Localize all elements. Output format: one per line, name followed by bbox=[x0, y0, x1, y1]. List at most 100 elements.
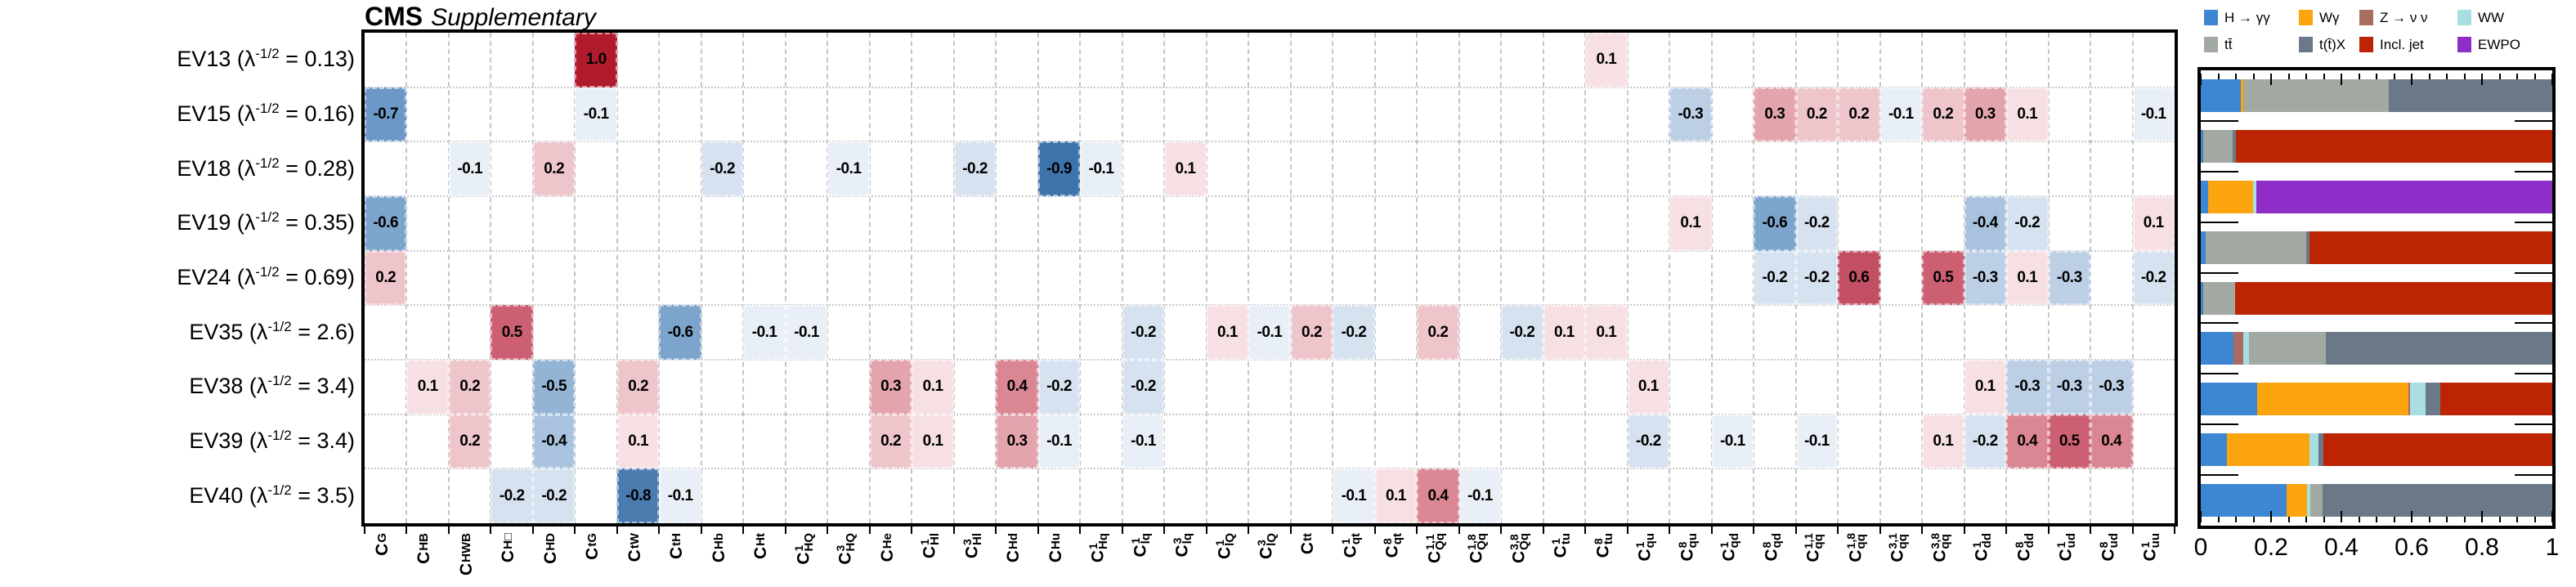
heatmap-axis-tick bbox=[447, 527, 450, 534]
heatmap-column-gridline bbox=[1289, 33, 1292, 523]
heatmap-column-label: C HD bbox=[540, 533, 560, 564]
heatmap-column-label: C 1 uu bbox=[2139, 533, 2163, 562]
bar-row-tick-left bbox=[2201, 423, 2238, 426]
bar-segment-ww bbox=[2253, 180, 2256, 213]
bar-row-tick-left bbox=[2201, 221, 2238, 223]
heatmap-cell: 0.5 bbox=[491, 305, 533, 360]
bar-axis-tick bbox=[2481, 511, 2483, 522]
heatmap-axis-tick bbox=[616, 527, 618, 534]
bar-row-tick-right bbox=[2515, 119, 2552, 122]
bar-axis-tick bbox=[2323, 74, 2325, 79]
bar-row-tick-left bbox=[2201, 474, 2238, 477]
bar-axis-tick bbox=[2358, 517, 2360, 522]
heatmap-axis-tick bbox=[700, 527, 702, 534]
heatmap-axis-tick bbox=[742, 527, 745, 534]
bar-axis-tick bbox=[2428, 74, 2430, 79]
heatmap-axis-tick bbox=[574, 527, 576, 534]
heatmap-cell: -0.8 bbox=[616, 468, 660, 523]
bar-segment-wg bbox=[2287, 484, 2308, 518]
bar-segment-hgg bbox=[2201, 332, 2233, 365]
heatmap-cell: 0.2 bbox=[448, 360, 491, 414]
heatmap-column-label: C 1 qd bbox=[1718, 533, 1742, 562]
heatmap-column-gridline bbox=[531, 33, 534, 523]
heatmap-column-label: C 1 HQ bbox=[791, 533, 816, 565]
heatmap-column-gridline bbox=[952, 33, 955, 523]
heatmap-cell: 0.2 bbox=[1290, 305, 1333, 360]
heatmap-column-gridline bbox=[995, 33, 997, 523]
heatmap-column-label: C Hd bbox=[1004, 533, 1024, 563]
heatmap-row-gridline bbox=[365, 86, 2175, 88]
heatmap-cell: -0.2 bbox=[2006, 196, 2049, 251]
heatmap-axis-tick bbox=[1710, 527, 1713, 534]
heatmap-column-label: C 3 lq bbox=[1171, 533, 1195, 558]
bar-row-tick-left bbox=[2201, 170, 2238, 173]
bar-segment-hgg bbox=[2201, 180, 2209, 213]
heatmap-cell: -0.7 bbox=[365, 87, 407, 142]
heatmap-cell: 0.6 bbox=[1838, 250, 1880, 306]
legend-swatch-tt bbox=[2204, 37, 2218, 52]
heatmap-column-label: C 1 dd bbox=[1970, 533, 1995, 562]
heatmap-cell: -0.3 bbox=[2048, 360, 2091, 414]
bar-segment-tt bbox=[2249, 332, 2327, 365]
bar-axis-tick bbox=[2481, 74, 2483, 85]
heatmap-cell: -0.2 bbox=[491, 468, 533, 523]
heatmap-axis-tick bbox=[1163, 527, 1166, 534]
bar-segment-tt bbox=[2309, 484, 2323, 518]
heatmap-cell: -0.1 bbox=[1879, 87, 1923, 142]
bar-segment-wg bbox=[2241, 78, 2244, 112]
bar-row-EV39 bbox=[2201, 433, 2552, 467]
heatmap-axis-tick bbox=[911, 527, 913, 534]
bar-segment-ww bbox=[2307, 484, 2310, 518]
bar-segment-tt bbox=[2202, 129, 2233, 163]
heatmap-column-gridline bbox=[490, 33, 492, 523]
heatmap-column-gridline bbox=[1332, 33, 1334, 523]
heatmap-cell: 0.1 bbox=[1669, 196, 1712, 251]
heatmap-column-label: C 1 lQ bbox=[1212, 533, 1237, 560]
heatmap-row-gridline bbox=[365, 249, 2175, 252]
heatmap-column-label: C HB bbox=[414, 533, 434, 564]
heatmap-axis-tick bbox=[1794, 527, 1797, 534]
heatmap-cell: 0.3 bbox=[869, 360, 912, 414]
bar-axis-tick bbox=[2358, 74, 2360, 79]
heatmap-column-gridline bbox=[742, 33, 745, 523]
legend-label-tt: tt̄ bbox=[2224, 37, 2233, 52]
heatmap-column-gridline bbox=[1163, 33, 1166, 523]
heatmap-column-gridline bbox=[1205, 33, 1207, 523]
heatmap-axis-tick bbox=[405, 527, 408, 534]
legend-swatch-wg bbox=[2299, 10, 2313, 25]
heatmap-row-gridline bbox=[365, 413, 2175, 415]
heatmap-column-label: C 3 lQ bbox=[1255, 533, 1279, 560]
heatmap-cell: 0.3 bbox=[1964, 87, 2007, 142]
heatmap-axis-tick bbox=[1373, 527, 1376, 534]
heatmap-axis-tick bbox=[1121, 527, 1123, 534]
bar-axis-tick bbox=[2200, 74, 2202, 85]
bar-axis-tick bbox=[2551, 74, 2553, 85]
heatmap-row-gridline bbox=[365, 141, 2175, 143]
bar-axis-number: 0.2 bbox=[2254, 534, 2288, 561]
heatmap-axis-tick bbox=[658, 527, 661, 534]
legend-item-ww: WW bbox=[2457, 10, 2504, 26]
heatmap-column-label: C 1 tu bbox=[1549, 533, 1574, 558]
heatmap-cell: 0.4 bbox=[2006, 414, 2049, 469]
heatmap-column-label: C 8 qd bbox=[1759, 533, 1784, 562]
heatmap-axis-tick bbox=[2131, 527, 2134, 534]
legend-label-ttx: t(t̄)X bbox=[2319, 37, 2346, 52]
bar-segment-hgg bbox=[2201, 231, 2206, 264]
bar-axis-tick bbox=[2235, 517, 2237, 522]
heatmap-column-gridline bbox=[1416, 33, 1418, 523]
heatmap-cell: -0.1 bbox=[1080, 141, 1122, 196]
bar-axis-tick bbox=[2446, 74, 2448, 79]
heatmap-cell: -0.2 bbox=[2132, 250, 2175, 306]
bar-segment-ww bbox=[2309, 433, 2318, 467]
heatmap-axis-tick bbox=[490, 527, 492, 534]
heatmap-cell: 0.2 bbox=[616, 360, 660, 414]
heatmap-column-gridline bbox=[1542, 33, 1544, 523]
bar-segment-ttx bbox=[2233, 129, 2237, 163]
bar-row-tick-right bbox=[2515, 221, 2552, 223]
heatmap-cell: 0.3 bbox=[1754, 87, 1796, 142]
heatmap-cell: 0.1 bbox=[616, 414, 660, 469]
bar-row-EV19 bbox=[2201, 231, 2552, 264]
heatmap-cell: -0.2 bbox=[1795, 196, 1839, 251]
heatmap-cell: -0.2 bbox=[953, 141, 997, 196]
